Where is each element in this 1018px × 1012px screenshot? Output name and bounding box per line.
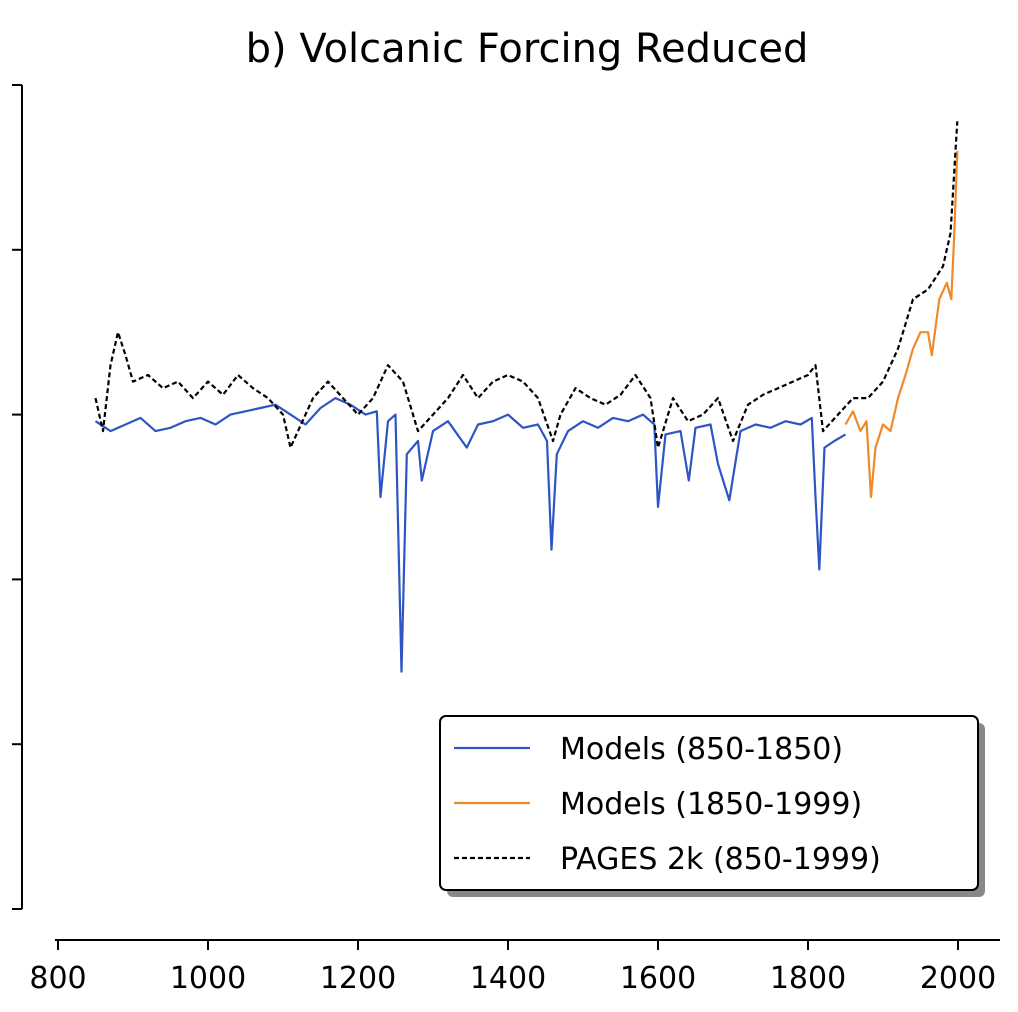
x-tick-label: 1600: [620, 961, 696, 996]
data-line: [844, 150, 959, 499]
x-tick-label: 1400: [470, 961, 546, 996]
x-tick-label: 2000: [920, 961, 996, 996]
legend-box: [439, 715, 979, 891]
legend-label: PAGES 2k (850-1999): [560, 842, 881, 877]
x-tick-label: 1000: [170, 961, 246, 996]
x-tick-label: 1200: [320, 961, 396, 996]
legend: Models (850-1850) Models (1850-1999) PAGES…: [439, 715, 985, 897]
chart-title: b) Volcanic Forcing Reduced: [246, 26, 809, 72]
x-tick-label: 800: [29, 961, 86, 996]
data-line: [94, 121, 959, 449]
x-tick-label: 1800: [770, 961, 846, 996]
data-line: [94, 397, 847, 673]
legend-label: Models (850-1850): [560, 732, 843, 767]
legend-label: Models (1850-1999): [560, 787, 862, 822]
